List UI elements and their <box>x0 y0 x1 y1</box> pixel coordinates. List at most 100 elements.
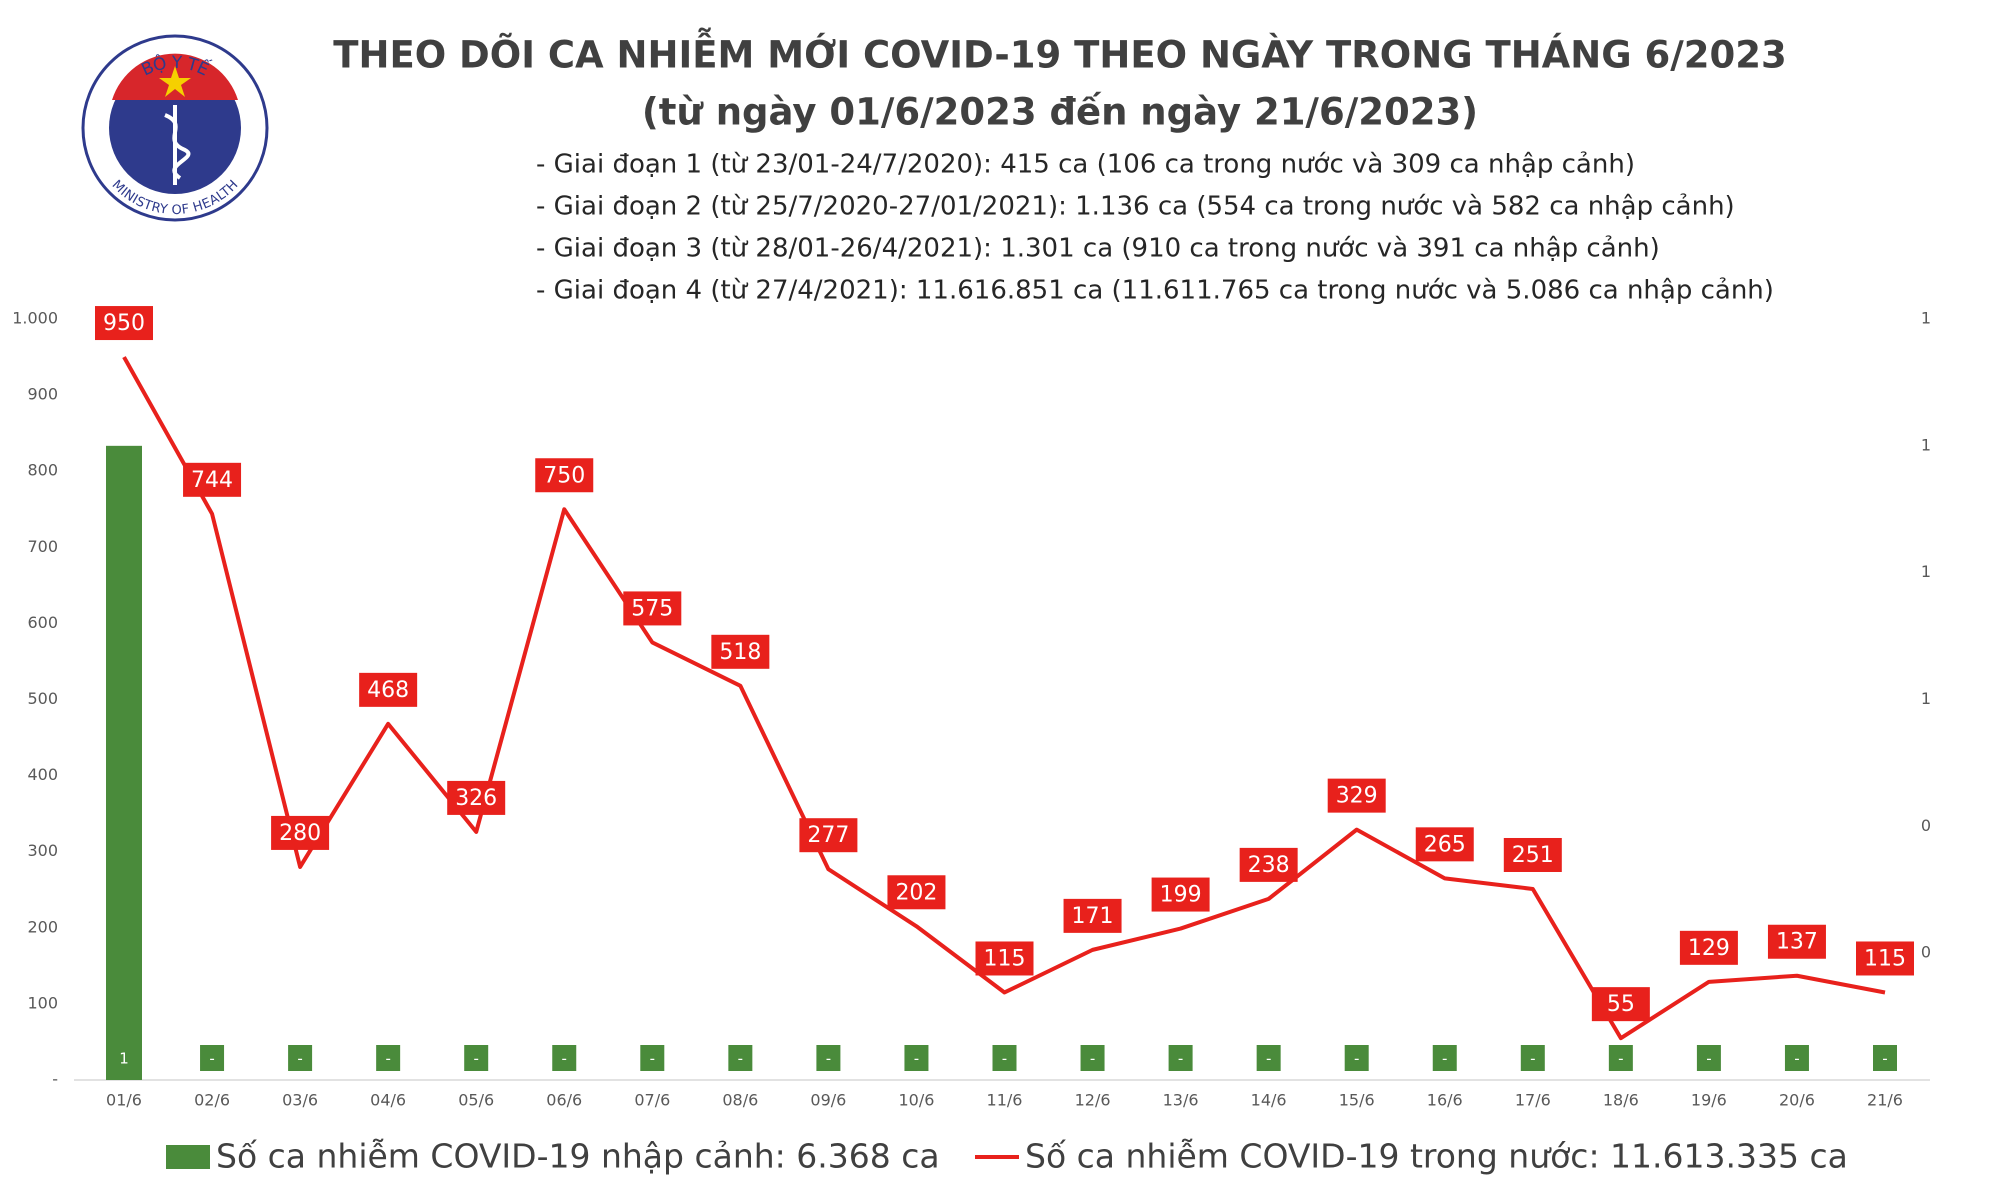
y-tick-label: 700 <box>27 537 58 556</box>
data-label: 468 <box>367 678 409 703</box>
bar-label: - <box>1618 1050 1623 1068</box>
data-label: 518 <box>719 640 761 665</box>
bar-label: - <box>1266 1050 1271 1068</box>
line <box>122 356 1886 1041</box>
bar-label-box <box>552 1045 577 1071</box>
data-label-box <box>887 875 946 910</box>
bar-label: - <box>1706 1050 1711 1068</box>
x-tick-label: 09/6 <box>810 1091 846 1110</box>
logo: BỘ Y TẾ MINISTRY OF HEALTH <box>81 34 269 222</box>
bar-label: - <box>1090 1050 1095 1068</box>
y2-tick-label: 1 <box>1921 689 1931 708</box>
bar-label: - <box>562 1050 567 1068</box>
x-tick-label: 20/6 <box>1779 1091 1815 1110</box>
bar-label: - <box>738 1050 743 1068</box>
data-label: 202 <box>895 880 937 905</box>
bar-label-box <box>200 1045 225 1071</box>
y-tick-label: 600 <box>27 613 58 632</box>
x-tick-label: 01/6 <box>106 1091 142 1110</box>
bar-label: - <box>297 1050 302 1068</box>
data-label-box <box>711 634 770 669</box>
data-label-box <box>183 462 242 497</box>
x-tick-label: 08/6 <box>722 1091 758 1110</box>
bar-label-box <box>904 1045 929 1071</box>
bar-label-box <box>1520 1045 1545 1071</box>
data-label: 265 <box>1424 832 1466 857</box>
data-label: 329 <box>1336 784 1378 809</box>
note: - Giai đoạn 1 (từ 23/01-24/7/2020): 415 … <box>536 150 1635 180</box>
y-tick-label: 300 <box>27 841 58 860</box>
data-label-box <box>359 672 418 707</box>
x-tick-label: 14/6 <box>1251 1091 1287 1110</box>
bar-label: - <box>1530 1050 1535 1068</box>
bar-label: - <box>473 1050 478 1068</box>
data-label-box <box>975 941 1034 976</box>
logo-snake <box>164 113 191 180</box>
data-label-box <box>271 815 330 850</box>
chart-subtitle: (từ ngày 01/6/2023 đến ngày 21/6/2023) <box>642 91 1478 134</box>
bar-label: - <box>1882 1050 1887 1068</box>
data-label: 129 <box>1688 936 1730 961</box>
data-label: 575 <box>631 596 673 621</box>
x-tick-label: 11/6 <box>987 1091 1023 1110</box>
bar-label-box <box>1080 1045 1105 1071</box>
data-label-box <box>535 458 594 493</box>
x-tick-label: 03/6 <box>282 1091 318 1110</box>
bar-label: - <box>1442 1050 1447 1068</box>
x-tick-label: 07/6 <box>634 1091 670 1110</box>
note: - Giai đoạn 3 (từ 28/01-26/4/2021): 1.30… <box>536 234 1660 264</box>
chart-title: THEO DÕI CA NHIỄM MỚI COVID-19 THEO NGÀY… <box>333 28 1787 77</box>
note: - Giai đoạn 2 (từ 25/7/2020-27/01/2021):… <box>536 192 1735 222</box>
data-label-box <box>1063 898 1122 933</box>
bar-label: - <box>1178 1050 1183 1068</box>
bar-label: - <box>1794 1050 1799 1068</box>
y2-tick-label: 0 <box>1921 943 1931 962</box>
bar-label-box <box>376 1045 401 1071</box>
x-tick-label: 21/6 <box>1867 1091 1903 1110</box>
bar-label: 1 <box>119 1050 129 1068</box>
bar-label: - <box>914 1050 919 1068</box>
data-label-box <box>95 306 153 341</box>
y-tick-label: 900 <box>27 385 58 404</box>
data-label: 238 <box>1248 853 1290 878</box>
x-tick-label: 15/6 <box>1339 1091 1375 1110</box>
y2-tick-label: 1 <box>1921 435 1931 454</box>
data-label: 744 <box>191 468 233 493</box>
data-label-box <box>1151 877 1210 912</box>
y2-tick-label: 0 <box>1921 816 1931 835</box>
y-tick-label: 1.000 <box>12 309 58 328</box>
data-label: 55 <box>1607 992 1635 1017</box>
x-tick-label: 16/6 <box>1427 1091 1463 1110</box>
bar <box>106 445 142 1080</box>
data-label: 280 <box>279 821 321 846</box>
data-label: 750 <box>543 463 585 488</box>
x-tick-label: 19/6 <box>1691 1091 1727 1110</box>
bar-label-box <box>1344 1045 1369 1071</box>
data-label: 115 <box>1864 946 1906 971</box>
data-label-box <box>1415 827 1474 862</box>
data-label: 277 <box>807 823 849 848</box>
data-label: 199 <box>1160 883 1202 908</box>
data-label: 326 <box>455 786 497 811</box>
y-tick-label: 400 <box>27 765 58 784</box>
x-tick-label: 02/6 <box>194 1091 230 1110</box>
data-label-box <box>1239 847 1298 882</box>
note: - Giai đoạn 4 (từ 27/4/2021): 11.616.851… <box>536 276 1774 306</box>
data-label-box <box>1856 941 1914 976</box>
data-label: 171 <box>1072 904 1114 929</box>
bar-label-box <box>1873 1045 1897 1071</box>
bar-label-box <box>640 1045 665 1071</box>
bar-label: - <box>385 1050 390 1068</box>
bar-label: - <box>650 1050 655 1068</box>
x-tick-label: 06/6 <box>546 1091 582 1110</box>
data-label-box <box>1679 930 1738 965</box>
data-label-box <box>623 591 682 626</box>
x-tick-label: 12/6 <box>1075 1091 1111 1110</box>
legend-swatch <box>166 1145 210 1169</box>
bar-label-box <box>1696 1045 1721 1071</box>
x-tick-label: 04/6 <box>370 1091 406 1110</box>
logo-star <box>159 66 191 97</box>
data-label: 115 <box>984 946 1026 971</box>
y-tick-label: - <box>52 1070 58 1089</box>
